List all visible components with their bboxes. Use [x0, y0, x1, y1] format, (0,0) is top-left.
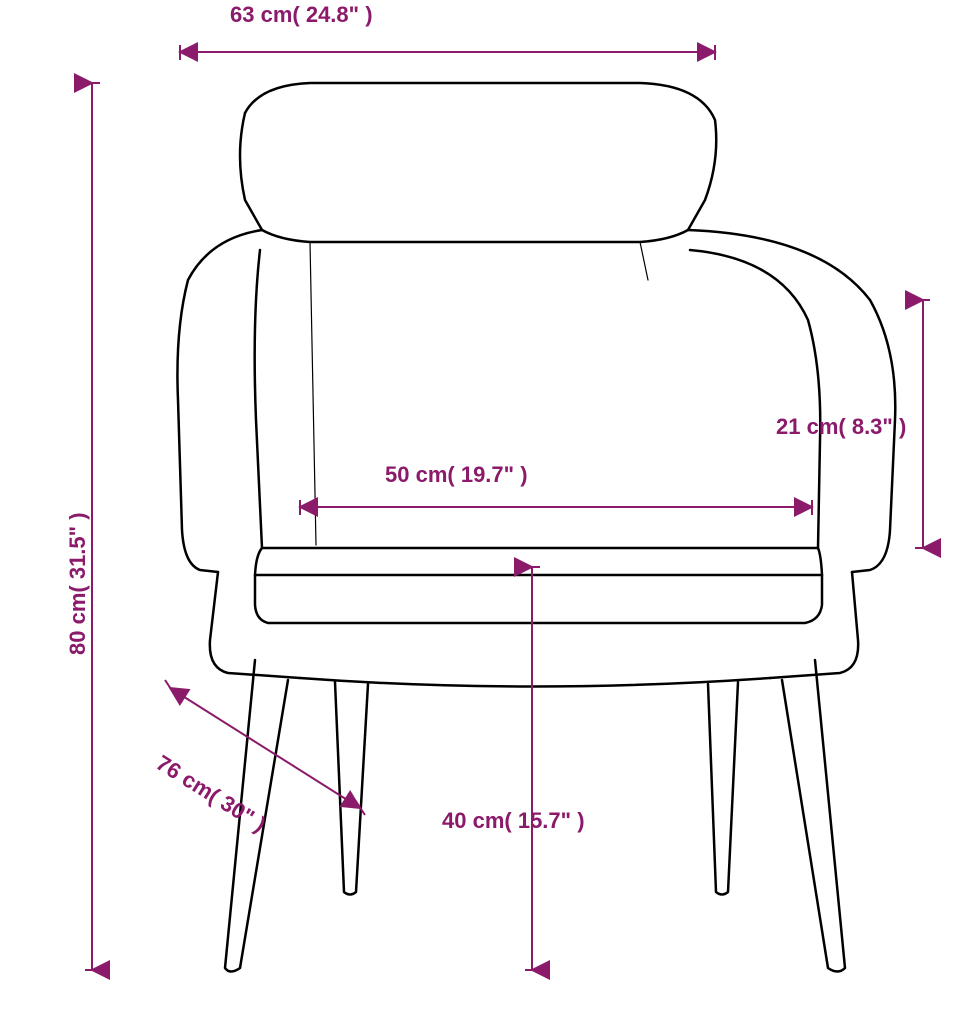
dimension-lines	[0, 0, 968, 1020]
dim-armrest-height-in: ( 8.3" )	[838, 414, 906, 439]
dim-seat-height: 40 cm( 15.7" )	[442, 808, 585, 834]
dim-total-width-in: ( 24.8" )	[292, 2, 372, 27]
diagram-container: 63 cm( 24.8" ) 80 cm( 31.5" ) 50 cm( 19.…	[0, 0, 968, 1020]
dim-seat-width-in: ( 19.7" )	[447, 462, 527, 487]
dim-total-width: 63 cm( 24.8" )	[230, 2, 373, 28]
dim-total-height-in: ( 31.5" )	[65, 512, 90, 592]
dim-seat-height-in: ( 15.7" )	[504, 808, 584, 833]
dim-armrest-height-cm: 21 cm	[776, 414, 838, 439]
dim-seat-height-cm: 40 cm	[442, 808, 504, 833]
dim-seat-width-cm: 50 cm	[385, 462, 447, 487]
dim-seat-width: 50 cm( 19.7" )	[385, 462, 528, 488]
dim-armrest-height: 21 cm( 8.3" )	[776, 414, 906, 440]
dim-total-width-cm: 63 cm	[230, 2, 292, 27]
dim-total-height-cm: 80 cm	[65, 593, 90, 655]
dim-total-height: 80 cm( 31.5" )	[65, 512, 91, 655]
